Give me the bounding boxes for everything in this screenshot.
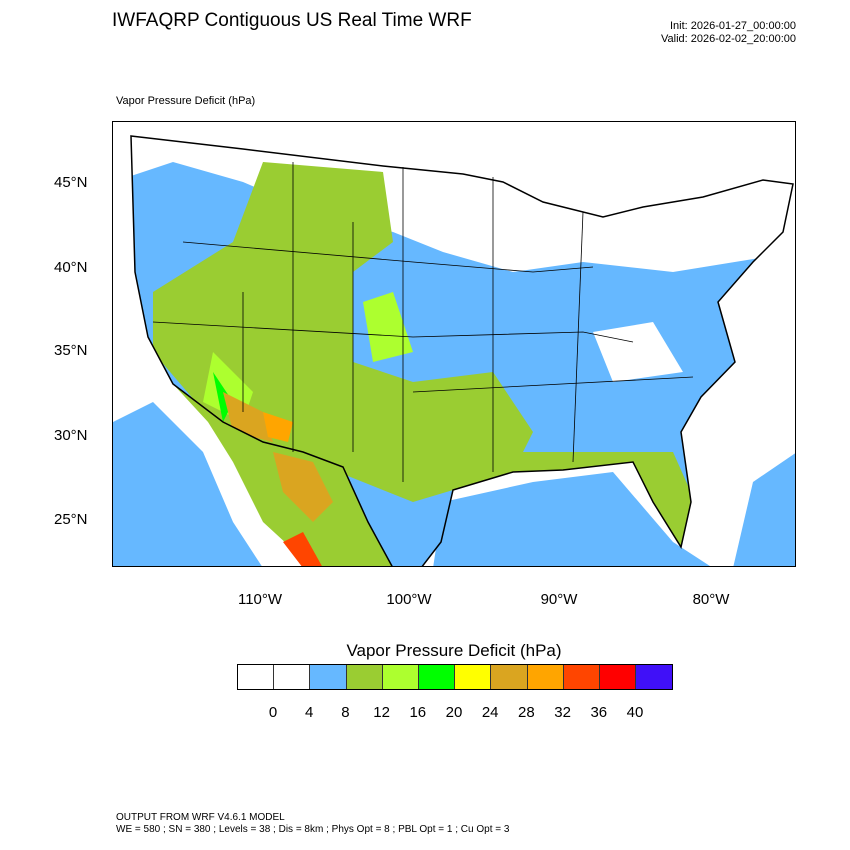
colorbar-box [310, 665, 347, 689]
field-label: Vapor Pressure Deficit (hPa) [116, 95, 256, 107]
vpd-map [113, 122, 795, 566]
colorbar-box [274, 665, 311, 689]
colorbar-label: 8 [341, 704, 350, 721]
colorbar-box [599, 665, 637, 689]
map-panel [112, 121, 796, 567]
footer-model: OUTPUT FROM WRF V4.6.1 MODEL [116, 812, 285, 823]
mexico-very-hot-region [283, 532, 322, 566]
init-time: Init: 2026-01-27_00:00:00 [670, 20, 796, 32]
colorbar-label: 24 [481, 704, 499, 721]
colorbar-label: 0 [268, 704, 278, 721]
colorbar-box [346, 665, 383, 689]
colorbar-box [491, 665, 528, 689]
pacific-ocean [113, 402, 262, 566]
lon-label-90w: 90°W [540, 591, 578, 608]
colorbar-box [563, 665, 600, 689]
valid-time: Valid: 2026-02-02_20:00:00 [661, 33, 796, 45]
colorbar-label: 40 [626, 704, 644, 721]
atlantic-ocean [733, 453, 795, 566]
colorbar-box [636, 665, 673, 689]
lat-label-40n: 40°N [54, 259, 88, 276]
colorbar-label: 20 [445, 704, 463, 721]
lat-label-25n: 25°N [54, 511, 88, 528]
lon-label-100w: 100°W [386, 591, 432, 608]
state-borders [152, 162, 694, 482]
gulf-of-mexico [433, 472, 710, 566]
colorbar-label: 16 [409, 704, 427, 721]
lat-label-45n: 45°N [54, 174, 88, 191]
colorbar-box [382, 665, 419, 689]
lon-label-110w: 110°W [237, 591, 283, 608]
colorbar-label: 12 [373, 704, 390, 721]
us-outline [130, 135, 794, 566]
colorbar-box [527, 665, 564, 689]
lon-label-80w: 80°W [692, 591, 730, 608]
footer-config: WE = 580 ; SN = 380 ; Levels = 38 ; Dis … [116, 824, 510, 835]
colorbar-box [455, 665, 492, 689]
lat-label-35n: 35°N [54, 342, 88, 359]
colorbar-label: 36 [590, 704, 608, 721]
mexico-hot-region [273, 452, 333, 522]
lat-label-30n: 30°N [54, 427, 88, 444]
colorbar-title: Vapor Pressure Deficit (hPa) [346, 641, 562, 660]
colorbar-label: 4 [305, 704, 314, 721]
colorbar-label: 32 [554, 704, 571, 721]
plot-title: IWFAQRP Contiguous US Real Time WRF [112, 10, 472, 31]
colorbar-label: 28 [518, 704, 535, 721]
colorbar-box [418, 665, 456, 689]
colorbar-box [238, 665, 275, 689]
colorbar [237, 664, 674, 690]
